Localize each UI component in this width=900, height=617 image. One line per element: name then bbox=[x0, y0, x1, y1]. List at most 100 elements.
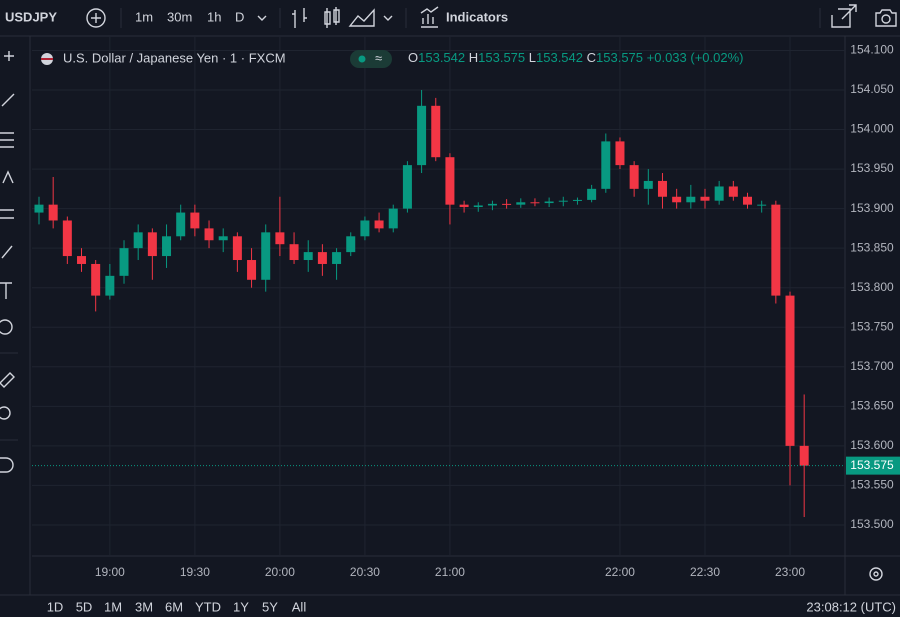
candle-body bbox=[34, 204, 44, 213]
candle-body bbox=[629, 165, 639, 189]
x-tick-label: 19:30 bbox=[180, 565, 210, 579]
zoom-tool[interactable] bbox=[0, 406, 11, 420]
range-button[interactable]: 5Y bbox=[262, 599, 278, 614]
candle-body bbox=[459, 204, 469, 208]
range-button[interactable]: All bbox=[292, 599, 307, 614]
candle-body bbox=[317, 252, 327, 264]
y-tick-label: 153.850 bbox=[850, 240, 894, 254]
candle-body bbox=[558, 200, 568, 202]
candle-body bbox=[374, 220, 384, 229]
text-tool[interactable] bbox=[0, 282, 12, 299]
crosshair-tool[interactable] bbox=[4, 51, 14, 61]
delay-icon: ≈ bbox=[375, 50, 382, 65]
screenshot[interactable] bbox=[875, 9, 897, 27]
candle-body bbox=[360, 220, 370, 237]
y-tick-label: 153.750 bbox=[850, 319, 894, 333]
y-tick-label: 154.050 bbox=[850, 82, 894, 96]
candle-style[interactable] bbox=[324, 7, 340, 28]
candle-body bbox=[714, 186, 724, 201]
change: +0.033 (+0.02%) bbox=[647, 50, 744, 65]
ohlc-value: 153.575 bbox=[596, 50, 643, 65]
add-symbol[interactable] bbox=[86, 8, 106, 28]
candle-body bbox=[572, 199, 582, 201]
candle-body bbox=[417, 105, 427, 166]
indicators-button[interactable]: Indicators bbox=[446, 9, 508, 24]
candle-body bbox=[516, 202, 526, 205]
candle-body bbox=[48, 204, 58, 221]
y-tick-label: 153.550 bbox=[850, 478, 894, 492]
candle-body bbox=[218, 236, 228, 241]
camera-lens bbox=[881, 14, 891, 24]
y-tick-label: 153.500 bbox=[850, 517, 894, 531]
range-button[interactable]: 5D bbox=[76, 599, 93, 614]
ohlc-legend: O153.542 H153.575 L153.542 C153.575 +0.0… bbox=[408, 50, 744, 65]
bar-style[interactable] bbox=[292, 8, 307, 28]
ohlc-label: C bbox=[587, 50, 596, 65]
y-tick-label: 153.700 bbox=[850, 359, 894, 373]
last-price-label: 153.575 bbox=[850, 458, 894, 472]
candle-body bbox=[431, 105, 441, 158]
range-button[interactable]: 1M bbox=[104, 599, 122, 614]
ohlc-label: H bbox=[469, 50, 478, 65]
candle-body bbox=[473, 205, 483, 208]
interval[interactable]: 1h bbox=[207, 9, 221, 24]
last-price-tag bbox=[846, 456, 900, 475]
pattern-tool[interactable] bbox=[2, 170, 14, 184]
candle-body bbox=[771, 204, 781, 296]
candle-body bbox=[303, 252, 313, 261]
candle-body bbox=[402, 165, 412, 209]
candle-body bbox=[502, 203, 512, 205]
x-tick-label: 23:00 bbox=[775, 565, 805, 579]
candle-body bbox=[247, 260, 257, 280]
fullscreen[interactable] bbox=[831, 4, 857, 28]
candle-body bbox=[91, 263, 101, 296]
x-tick-label: 21:00 bbox=[435, 565, 465, 579]
clock: 23:08:12 (UTC) bbox=[806, 599, 896, 614]
range-button[interactable]: 6M bbox=[165, 599, 183, 614]
trend-line-tool[interactable] bbox=[1, 93, 15, 107]
interval-menu[interactable] bbox=[257, 15, 267, 21]
chart-title: U.S. Dollar / Japanese Yen · 1 · FXCM bbox=[63, 50, 286, 65]
y-tick-label: 153.900 bbox=[850, 201, 894, 215]
plot-area bbox=[32, 37, 845, 555]
projection-tool[interactable] bbox=[0, 209, 14, 219]
candle-body bbox=[785, 295, 795, 446]
interval[interactable]: 1m bbox=[135, 9, 153, 24]
candle-body bbox=[657, 180, 667, 197]
status-pill[interactable] bbox=[350, 50, 392, 68]
measure-tool[interactable] bbox=[0, 372, 15, 388]
axis-settings[interactable] bbox=[869, 567, 883, 581]
x-tick-label: 19:00 bbox=[95, 565, 125, 579]
emoji-tool[interactable] bbox=[0, 319, 13, 335]
range-button[interactable]: 3M bbox=[135, 599, 153, 614]
y-tick-label: 154.100 bbox=[850, 43, 894, 57]
candle-body bbox=[686, 196, 696, 203]
style-menu[interactable] bbox=[383, 15, 393, 21]
candle-body bbox=[119, 248, 129, 276]
interval[interactable]: 30m bbox=[167, 9, 192, 24]
candle-body bbox=[105, 275, 115, 296]
candle-body bbox=[700, 196, 710, 201]
candle-body bbox=[62, 220, 72, 257]
brush-tool[interactable] bbox=[1, 245, 13, 259]
range-button[interactable]: 1Y bbox=[233, 599, 249, 614]
interval[interactable]: D bbox=[235, 9, 244, 24]
range-button[interactable]: 1D bbox=[47, 599, 64, 614]
magnet-tool[interactable] bbox=[0, 457, 14, 473]
candle-body bbox=[289, 244, 299, 261]
ohlc-value: 153.542 bbox=[536, 50, 583, 65]
candle-body bbox=[615, 141, 625, 166]
candle-body bbox=[190, 212, 200, 229]
ohlc-label: O bbox=[408, 50, 418, 65]
fib-tool[interactable] bbox=[0, 132, 14, 148]
candle-body bbox=[672, 196, 682, 203]
area-style[interactable] bbox=[348, 8, 375, 27]
range-button[interactable]: YTD bbox=[195, 599, 221, 614]
range-bar: 1D 5D 1M 3M 6M YTD 1Y 5Y All bbox=[47, 599, 307, 614]
candle-body bbox=[743, 196, 752, 205]
x-tick-label: 20:00 bbox=[265, 565, 295, 579]
x-tick-label: 22:30 bbox=[690, 565, 720, 579]
symbol[interactable]: USDJPY bbox=[5, 9, 57, 24]
y-tick-label: 153.950 bbox=[850, 161, 894, 175]
